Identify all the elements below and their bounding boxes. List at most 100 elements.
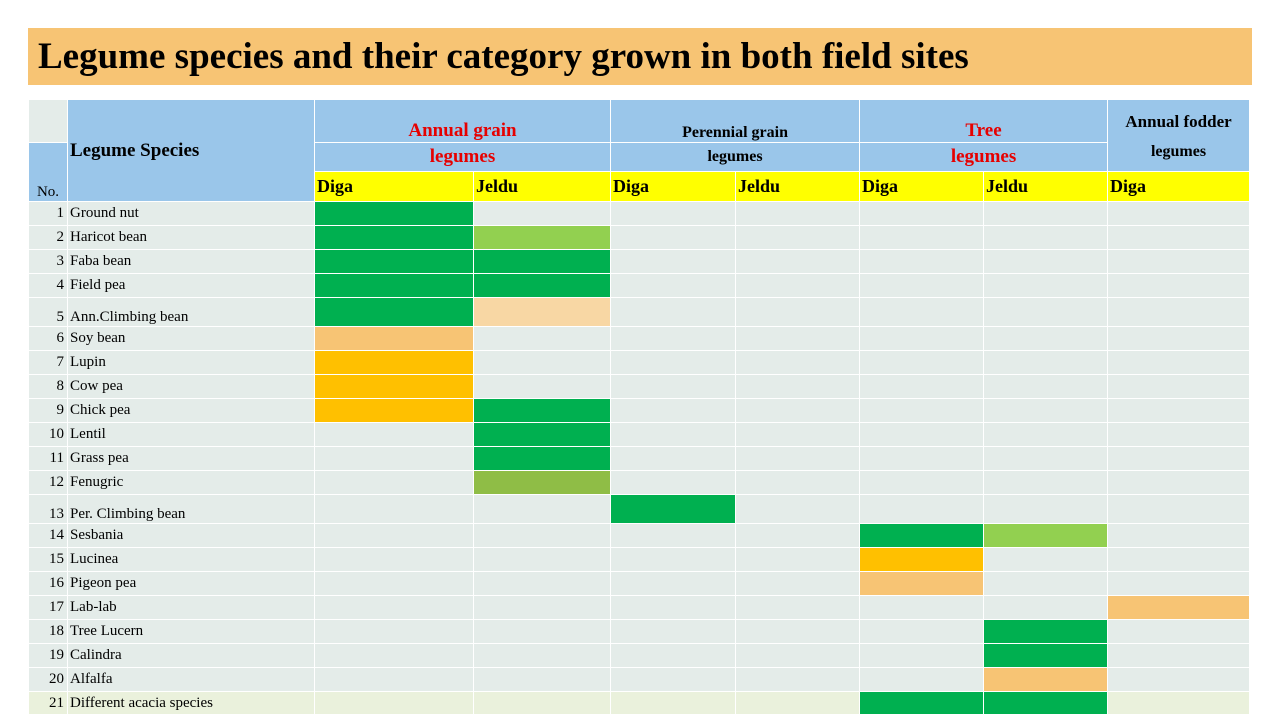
presence-cell [1107, 619, 1251, 644]
presence-cell [859, 494, 985, 524]
presence-cell [983, 374, 1109, 399]
presence-cell [1107, 422, 1251, 447]
species-header: Legume Species [67, 99, 315, 202]
presence-cell [859, 547, 985, 572]
presence-cell [1107, 667, 1251, 692]
presence-cell [472, 374, 612, 399]
category-tree-line1: Tree [859, 99, 1109, 143]
presence-cell [472, 446, 612, 471]
row-number: 2 [28, 225, 68, 250]
presence-cell [610, 595, 737, 620]
row-number: 17 [28, 595, 68, 620]
presence-cell [472, 523, 612, 548]
presence-cell [735, 571, 861, 596]
presence-cell [735, 225, 861, 250]
presence-cell [983, 523, 1109, 548]
table-row: 1 Ground nut [28, 201, 1251, 226]
category-perennial-grain-line2: legumes [610, 142, 861, 172]
table-row: 8 Cow pea [28, 374, 1251, 399]
presence-cell [735, 595, 861, 620]
presence-cell [859, 297, 985, 327]
presence-cell [314, 494, 474, 524]
presence-cell [735, 643, 861, 668]
no-header: No. [28, 142, 68, 202]
presence-cell [983, 446, 1109, 471]
presence-cell [314, 595, 474, 620]
category-annual-grain-line1: Annual grain [313, 99, 612, 143]
presence-cell [314, 201, 474, 226]
species-name: Pigeon pea [67, 571, 315, 596]
presence-cell [1107, 249, 1251, 274]
presence-cell [859, 595, 985, 620]
presence-cell [314, 470, 474, 495]
presence-cell [859, 273, 985, 298]
category-tree-line2: legumes [859, 142, 1109, 172]
presence-cell [610, 422, 737, 447]
presence-cell [472, 398, 612, 423]
presence-cell [610, 619, 737, 644]
category-perennial-grain-line1: Perennial grain [610, 99, 861, 143]
row-number: 7 [28, 350, 68, 375]
species-name: Faba bean [67, 249, 315, 274]
presence-cell [735, 494, 861, 524]
presence-cell [735, 297, 861, 327]
presence-cell [859, 619, 985, 644]
presence-cell [314, 422, 474, 447]
category-label: Perennial grain [682, 124, 788, 141]
presence-cell [610, 643, 737, 668]
presence-cell [314, 523, 474, 548]
presence-cell [314, 446, 474, 471]
presence-cell [859, 523, 985, 548]
presence-cell [314, 547, 474, 572]
table-row: 18 Tree Lucern [28, 619, 1251, 644]
presence-cell [1107, 374, 1251, 399]
presence-cell [735, 470, 861, 495]
title-bar: Legume species and their category grown … [28, 28, 1252, 85]
category-label: legumes [429, 146, 496, 167]
presence-cell [983, 643, 1109, 668]
presence-cell [1107, 691, 1251, 715]
table-row: 9 Chick pea [28, 398, 1251, 423]
presence-cell [472, 619, 612, 644]
presence-cell [314, 619, 474, 644]
species-name: Lucinea [67, 547, 315, 572]
site-header: Diga [314, 171, 474, 202]
presence-cell [610, 691, 737, 715]
no-header-top [28, 99, 68, 143]
row-number: 12 [28, 470, 68, 495]
presence-cell [983, 350, 1109, 375]
presence-cell [859, 201, 985, 226]
table-row: 19 Calindra [28, 643, 1251, 668]
presence-cell [983, 326, 1109, 351]
category-label: legumes [950, 146, 1017, 167]
presence-cell [314, 297, 474, 327]
site-header: Jeldu [983, 171, 1109, 202]
site-header: Diga [859, 171, 985, 202]
presence-cell [859, 470, 985, 495]
header-row-2: No. legumes legumes legumes [28, 142, 1250, 202]
presence-cell [1107, 273, 1251, 298]
table-row: 10 Lentil [28, 422, 1251, 447]
site-header: Jeldu [472, 171, 612, 202]
presence-cell [735, 398, 861, 423]
table-row: 14 Sesbania [28, 523, 1251, 548]
presence-cell [610, 201, 737, 226]
presence-cell [472, 691, 612, 715]
header-row-sites: Diga Jeldu Diga Jeldu Diga Jeldu Diga [29, 171, 1251, 202]
presence-cell [610, 667, 737, 692]
table-row: 7 Lupin [28, 350, 1251, 375]
category-label: legumes [1150, 143, 1207, 160]
site-header: Diga [1107, 171, 1251, 202]
header-row-1: Legume Species Annual grain Perennial gr… [28, 99, 1251, 202]
presence-cell [610, 398, 737, 423]
species-name: Haricot bean [67, 225, 315, 250]
presence-cell [983, 297, 1109, 327]
presence-cell [472, 350, 612, 375]
presence-cell [983, 667, 1109, 692]
presence-cell [859, 446, 985, 471]
presence-cell [983, 273, 1109, 298]
species-name: Different acacia species [67, 691, 315, 715]
presence-cell [610, 374, 737, 399]
category-label: Tree [965, 120, 1002, 141]
table-row: 17 Lab-lab [28, 595, 1251, 620]
